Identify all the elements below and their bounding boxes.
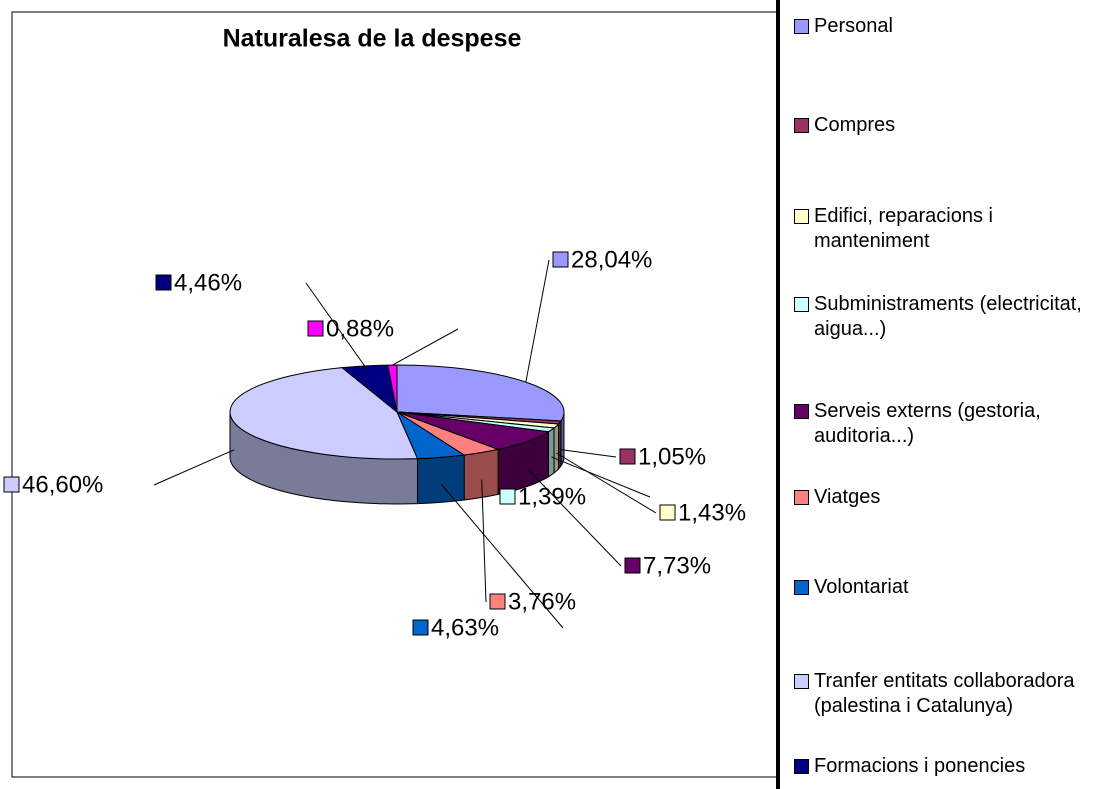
label-key — [499, 488, 516, 505]
legend-label: Edifici, reparacions i manteniment — [814, 205, 993, 252]
legend-key — [794, 404, 809, 419]
legend-item: Serveis externs (gestoria, auditoria...) — [792, 399, 1108, 449]
leader-line — [551, 456, 651, 498]
legend-label: Viatges — [814, 486, 881, 508]
slice-side — [547, 426, 555, 478]
leader-line — [526, 468, 622, 567]
legend-key — [794, 674, 809, 689]
slice — [229, 367, 419, 460]
legend-label: Compres — [814, 114, 896, 136]
leader-line — [525, 259, 550, 383]
leader-line — [481, 479, 487, 603]
slice-side — [463, 448, 499, 501]
data-label: 28,04% — [571, 246, 652, 273]
slice — [387, 364, 398, 413]
data-label: 46,60% — [22, 471, 103, 498]
legend-key — [794, 118, 809, 133]
label-key — [489, 593, 506, 610]
label-key — [155, 274, 172, 291]
data-label: 0,88% — [326, 315, 394, 342]
legend-item: Edifici, reparacions i manteniment — [792, 204, 1108, 254]
slice-side — [553, 422, 559, 475]
legend-key — [794, 580, 809, 595]
label-key — [619, 448, 636, 465]
legend: Personal Compres Edifici, reparacions i ma… — [776, 0, 1108, 789]
slice — [396, 364, 565, 422]
leader-line — [559, 448, 617, 458]
label-key — [659, 504, 676, 521]
data-label: 1,39% — [518, 483, 586, 510]
slice-side — [416, 454, 465, 505]
legend-key — [794, 19, 809, 34]
legend-label: Personal — [814, 15, 893, 37]
label-key — [307, 320, 324, 337]
data-label: 3,76% — [508, 588, 576, 615]
legend-item: Tranfer entitats collaboradora (palestin… — [792, 669, 1108, 719]
legend-item: Compres — [792, 113, 1108, 138]
data-label: 7,73% — [643, 552, 711, 579]
label-key — [624, 557, 641, 574]
legend-key — [794, 297, 809, 312]
data-label: 1,05% — [638, 443, 706, 470]
legend-key — [794, 759, 809, 774]
leader-line — [392, 328, 459, 366]
legend-item: Subministraments (electricitat, aigua...… — [792, 292, 1108, 342]
leader-line — [153, 449, 235, 486]
data-label: 4,46% — [174, 269, 242, 296]
legend-label: Formacions i ponencies — [814, 755, 1026, 777]
label-key — [3, 476, 20, 493]
legend-item: Formacions i ponencies — [792, 754, 1108, 779]
legend-key — [794, 209, 809, 224]
label-key — [552, 251, 569, 268]
legend-label: Tranfer entitats collaboradora (palestin… — [814, 670, 1075, 717]
legend-item: Personal — [792, 14, 1108, 39]
legend-label: Volontariat — [814, 576, 909, 598]
leader-line — [556, 452, 657, 514]
legend-key — [794, 490, 809, 505]
legend-item: Volontariat — [792, 575, 1108, 600]
chart-title: Naturalesa de la despese — [223, 25, 522, 53]
legend-label: Subministraments (electricitat, aigua...… — [814, 293, 1082, 340]
data-label: 4,63% — [431, 614, 499, 641]
label-key — [412, 619, 429, 636]
legend-label: Serveis externs (gestoria, auditoria...) — [814, 400, 1041, 447]
data-label: 1,43% — [678, 499, 746, 526]
leader-line — [440, 483, 564, 629]
legend-item: Viatges — [792, 485, 1108, 510]
leader-line — [305, 282, 365, 367]
